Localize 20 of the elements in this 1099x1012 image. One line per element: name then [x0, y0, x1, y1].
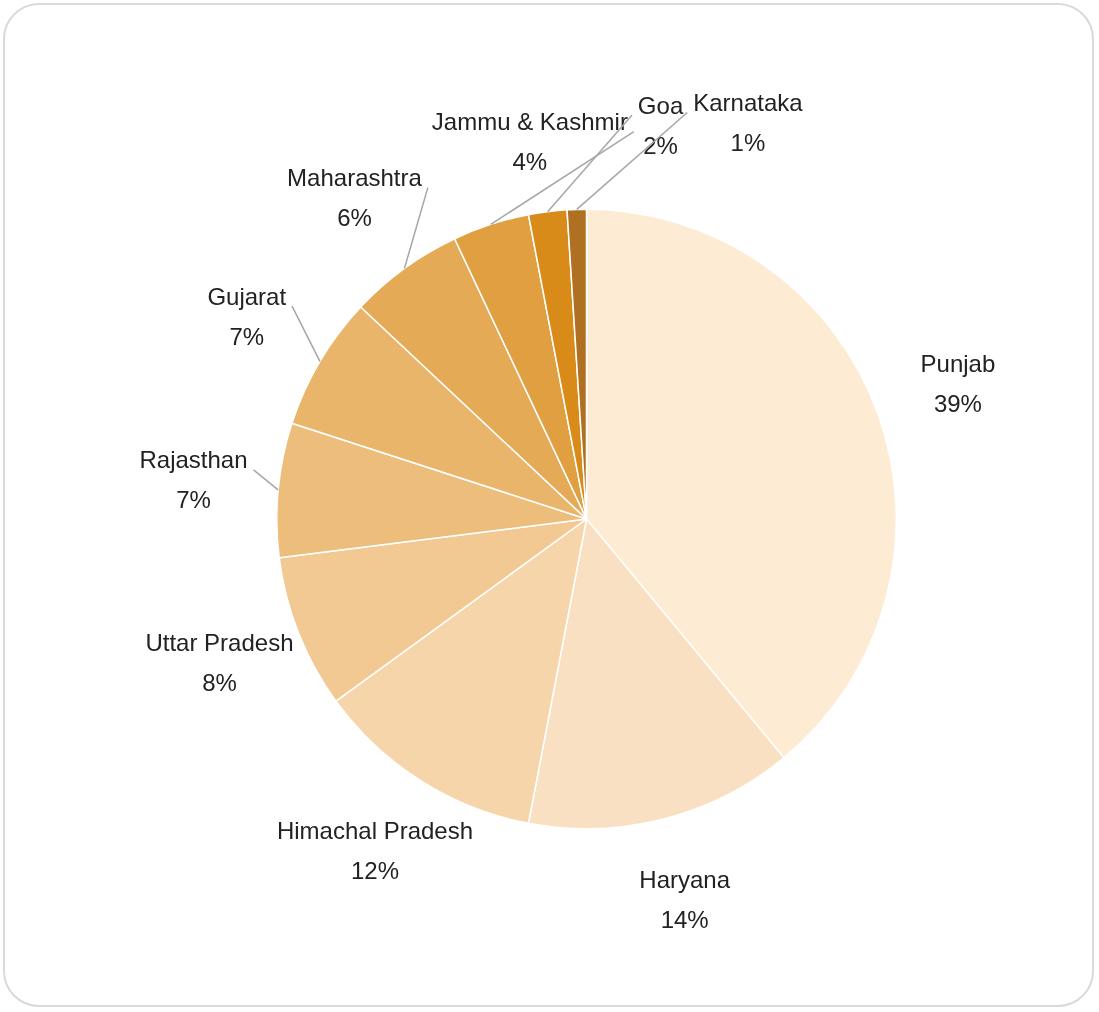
- slice-label: Haryana: [639, 865, 731, 893]
- slice-label: Himachal Pradesh: [276, 816, 474, 844]
- data-label: 4%: [512, 148, 548, 176]
- data-label: 8%: [202, 668, 237, 696]
- data-label: 7%: [176, 486, 211, 514]
- slice-label: Punjab: [920, 349, 996, 377]
- data-label: 7%: [229, 322, 265, 350]
- data-label: 6%: [337, 204, 372, 232]
- slice-label: Uttar Pradesh: [145, 628, 294, 656]
- slice-label: Karnataka: [693, 89, 804, 117]
- slice-label: Goa: [637, 91, 684, 119]
- data-label: 14%: [660, 905, 709, 933]
- data-label: 12%: [350, 856, 400, 884]
- data-label: 1%: [730, 129, 766, 157]
- data-label: 2%: [643, 131, 678, 159]
- slice-label: Jammu & Kashmir: [431, 108, 628, 136]
- slice-label: Maharashtra: [287, 164, 423, 192]
- slice-label: Rajasthan: [139, 446, 248, 474]
- slice-label: Gujarat: [207, 282, 287, 310]
- data-label: 39%: [933, 389, 982, 417]
